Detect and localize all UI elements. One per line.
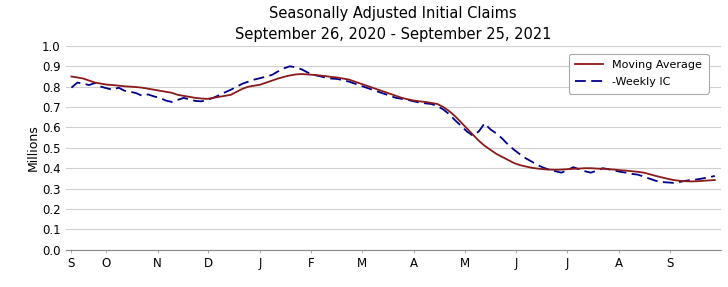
Y-axis label: Millions: Millions bbox=[26, 125, 39, 171]
-Weekly IC bbox=[386, 94, 395, 98]
Title: Seasonally Adjusted Initial Claims
September 26, 2020 - September 25, 2021: Seasonally Adjusted Initial Claims Septe… bbox=[235, 6, 551, 42]
-Weekly IC bbox=[669, 181, 678, 185]
-Weekly IC bbox=[285, 65, 294, 68]
-Weekly IC bbox=[705, 176, 713, 179]
Moving Average bbox=[675, 179, 684, 183]
Moving Average bbox=[297, 72, 306, 76]
Moving Average bbox=[67, 75, 76, 78]
Moving Average bbox=[711, 178, 719, 182]
-Weekly IC bbox=[256, 76, 265, 80]
Line: Moving Average: Moving Average bbox=[71, 74, 715, 181]
-Weekly IC bbox=[528, 160, 537, 163]
-Weekly IC bbox=[681, 179, 689, 183]
-Weekly IC bbox=[368, 88, 377, 92]
Moving Average bbox=[705, 179, 713, 182]
Moving Average bbox=[528, 166, 537, 170]
Moving Average bbox=[368, 86, 377, 90]
-Weekly IC bbox=[711, 174, 719, 178]
Legend: Moving Average, -Weekly IC: Moving Average, -Weekly IC bbox=[569, 53, 708, 94]
Moving Average bbox=[687, 180, 695, 183]
Moving Average bbox=[386, 92, 395, 96]
Line: -Weekly IC: -Weekly IC bbox=[71, 66, 715, 183]
-Weekly IC bbox=[67, 86, 76, 90]
Moving Average bbox=[256, 83, 265, 86]
